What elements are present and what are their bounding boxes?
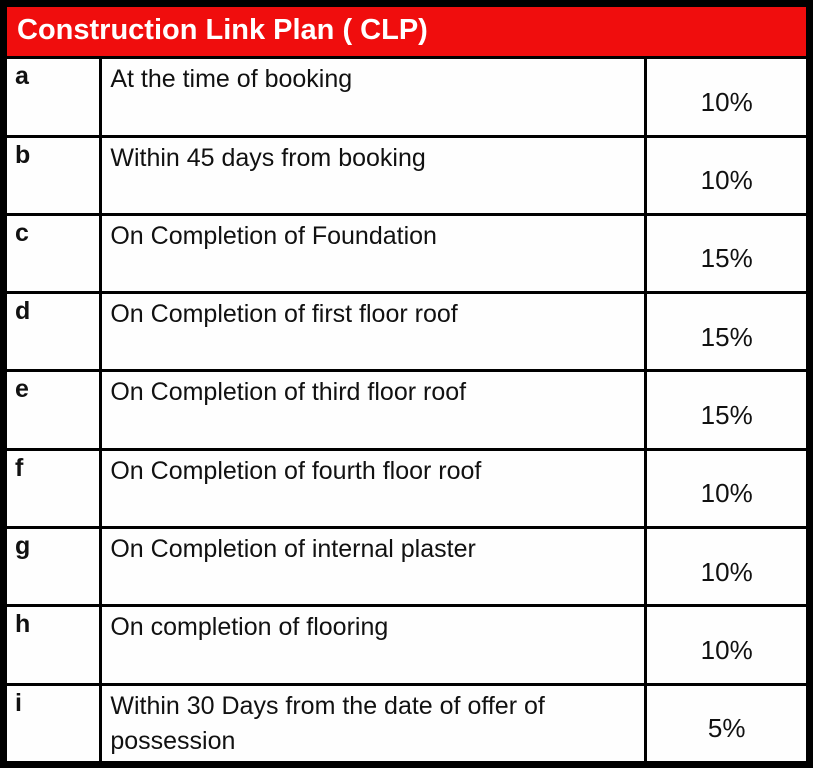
row-percent: 15% bbox=[644, 291, 809, 373]
row-percent: 5% bbox=[644, 682, 809, 765]
row-description: At the time of booking bbox=[99, 56, 648, 138]
row-percent: 10% bbox=[644, 604, 809, 686]
row-percent: 10% bbox=[644, 447, 809, 529]
table-row: e On Completion of third floor roof 15% bbox=[3, 369, 809, 451]
row-letter: e bbox=[3, 369, 103, 451]
row-description: On Completion of fourth floor roof bbox=[99, 447, 648, 529]
clp-table: Construction Link Plan ( CLP) a At the t… bbox=[3, 3, 809, 765]
row-letter: h bbox=[3, 604, 103, 686]
table-row: h On completion of flooring 10% bbox=[3, 604, 809, 686]
row-letter: d bbox=[3, 291, 103, 373]
table-row: g On Completion of internal plaster 10% bbox=[3, 525, 809, 608]
row-letter: b bbox=[3, 134, 103, 216]
row-percent: 10% bbox=[644, 134, 809, 216]
table-row: a At the time of booking 10% bbox=[3, 56, 809, 138]
row-percent: 10% bbox=[644, 56, 809, 138]
row-percent: 15% bbox=[644, 369, 809, 451]
row-description: On Completion of Foundation bbox=[99, 212, 648, 295]
row-percent: 15% bbox=[644, 212, 809, 295]
row-description: On completion of flooring bbox=[99, 604, 648, 686]
row-letter: g bbox=[3, 525, 103, 608]
row-letter: i bbox=[3, 682, 103, 765]
table-row: f On Completion of fourth floor roof 10% bbox=[3, 447, 809, 529]
row-description: Within 45 days from booking bbox=[99, 134, 648, 216]
row-description: On Completion of first floor roof bbox=[99, 291, 648, 373]
row-description: On Completion of internal plaster bbox=[99, 525, 648, 608]
row-letter: c bbox=[3, 212, 103, 295]
row-letter: f bbox=[3, 447, 103, 529]
table-title: Construction Link Plan ( CLP) bbox=[4, 3, 809, 60]
table-row: d On Completion of first floor roof 15% bbox=[3, 291, 809, 373]
row-letter: a bbox=[3, 56, 103, 138]
table-row: c On Completion of Foundation 15% bbox=[3, 212, 809, 295]
table-row: i Within 30 Days from the date of offer … bbox=[3, 682, 809, 765]
row-description: Within 30 Days from the date of offer of… bbox=[99, 682, 648, 765]
row-description: On Completion of third floor roof bbox=[99, 369, 648, 451]
row-percent: 10% bbox=[644, 525, 809, 608]
table-title-row: Construction Link Plan ( CLP) bbox=[4, 3, 809, 60]
table-row: b Within 45 days from booking 10% bbox=[3, 134, 809, 216]
